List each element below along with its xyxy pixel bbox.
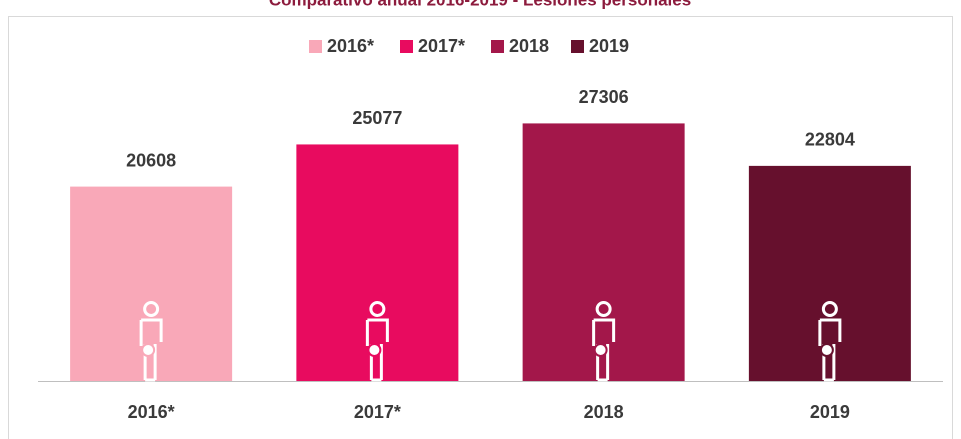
- x-tick-label: 2019: [810, 402, 850, 422]
- legend-label: 2017*: [418, 36, 465, 56]
- legend-swatch: [309, 40, 322, 53]
- person-icon: [365, 301, 389, 382]
- person-icon: [139, 301, 163, 382]
- chart-title: Comparativo anual 2016-2019 - Lesiones p…: [269, 0, 691, 9]
- icon-body: [365, 318, 389, 382]
- x-tick-label: 2016*: [128, 402, 175, 422]
- person-icon: [592, 301, 616, 382]
- icon-wound: [367, 343, 382, 357]
- bar: [296, 144, 459, 381]
- legend-label: 2019: [589, 36, 629, 56]
- data-label: 20608: [126, 150, 176, 170]
- data-label: 22804: [805, 130, 855, 150]
- x-tick-label: 2017*: [354, 402, 401, 422]
- x-tick-label: 2018: [584, 402, 624, 422]
- icon-wound: [819, 343, 834, 357]
- data-label: 25077: [352, 108, 402, 128]
- legend-swatch: [400, 40, 413, 53]
- icon-head: [821, 301, 838, 317]
- icon-head: [143, 301, 160, 317]
- legend-label: 2016*: [327, 36, 374, 56]
- legend-swatch: [571, 40, 584, 53]
- bar: [522, 123, 685, 382]
- icon-body: [818, 318, 842, 382]
- icon-head: [595, 301, 612, 317]
- icon-head: [369, 301, 386, 317]
- legend-label: 2018: [509, 36, 549, 56]
- icon-wound: [593, 343, 608, 357]
- chart-frame: [8, 16, 953, 439]
- icon-wound: [141, 343, 156, 357]
- icon-body: [139, 318, 163, 382]
- data-label: 27306: [579, 87, 629, 107]
- person-icon: [818, 301, 842, 382]
- legend-swatch: [491, 40, 504, 53]
- icon-body: [592, 318, 616, 382]
